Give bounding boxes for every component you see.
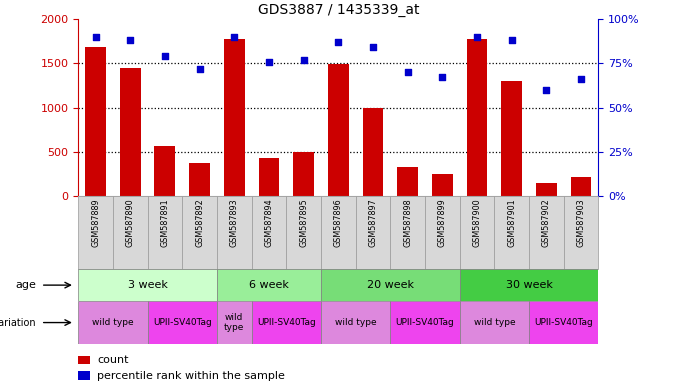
Bar — [252, 196, 286, 269]
Point — [194, 66, 205, 72]
Bar — [189, 163, 210, 196]
Bar — [390, 196, 425, 269]
Bar — [85, 48, 106, 196]
Text: 20 week: 20 week — [367, 280, 414, 290]
Point — [437, 74, 447, 81]
Text: percentile rank within the sample: percentile rank within the sample — [97, 371, 285, 381]
Point — [159, 53, 170, 60]
Bar — [78, 301, 148, 344]
Bar — [460, 196, 494, 269]
Bar — [397, 167, 418, 196]
Bar — [571, 177, 592, 196]
Point — [124, 37, 135, 43]
Bar — [78, 356, 90, 364]
Bar — [217, 301, 252, 344]
Point — [575, 76, 586, 82]
Text: genotype/variation: genotype/variation — [0, 318, 36, 328]
Bar — [78, 196, 113, 269]
Point — [402, 69, 413, 75]
Bar — [494, 196, 529, 269]
Bar — [293, 152, 314, 196]
Text: wild type: wild type — [473, 318, 515, 327]
Point — [298, 57, 309, 63]
Text: GSM587896: GSM587896 — [334, 198, 343, 247]
Bar — [217, 196, 252, 269]
Bar — [529, 196, 564, 269]
Text: GSM587897: GSM587897 — [369, 198, 377, 247]
Bar — [78, 269, 217, 301]
Bar — [466, 39, 488, 196]
Bar — [252, 301, 321, 344]
Text: GSM587894: GSM587894 — [265, 198, 273, 247]
Text: wild type: wild type — [92, 318, 134, 327]
Text: GSM587901: GSM587901 — [507, 198, 516, 247]
Bar — [286, 196, 321, 269]
Point — [541, 87, 551, 93]
Text: GSM587893: GSM587893 — [230, 198, 239, 247]
Point — [506, 37, 517, 43]
Bar — [321, 301, 390, 344]
Text: GSM587898: GSM587898 — [403, 198, 412, 247]
Bar — [148, 196, 182, 269]
Bar — [321, 196, 356, 269]
Text: wild type: wild type — [335, 318, 377, 327]
Bar — [224, 39, 245, 196]
Bar — [182, 196, 217, 269]
Bar — [328, 64, 349, 196]
Bar — [460, 301, 529, 344]
Bar — [148, 301, 217, 344]
Bar — [113, 196, 148, 269]
Text: GSM587890: GSM587890 — [126, 198, 135, 247]
Text: wild
type: wild type — [224, 313, 244, 332]
Bar — [529, 301, 598, 344]
Bar — [460, 269, 598, 301]
Bar — [432, 174, 453, 196]
Bar — [217, 269, 321, 301]
Text: UPII-SV40Tag: UPII-SV40Tag — [396, 318, 454, 327]
Bar — [425, 196, 460, 269]
Text: UPII-SV40Tag: UPII-SV40Tag — [257, 318, 316, 327]
Text: 3 week: 3 week — [128, 280, 167, 290]
Point — [228, 34, 239, 40]
Point — [471, 34, 482, 40]
Text: UPII-SV40Tag: UPII-SV40Tag — [534, 318, 593, 327]
Point — [367, 45, 378, 51]
Text: GSM587902: GSM587902 — [542, 198, 551, 247]
Title: GDS3887 / 1435339_at: GDS3887 / 1435339_at — [258, 3, 419, 17]
Bar — [362, 108, 384, 196]
Text: UPII-SV40Tag: UPII-SV40Tag — [153, 318, 211, 327]
Point — [333, 39, 343, 45]
Bar — [120, 68, 141, 196]
Text: 6 week: 6 week — [249, 280, 289, 290]
Bar — [356, 196, 390, 269]
Text: GSM587889: GSM587889 — [91, 198, 100, 247]
Bar — [321, 269, 460, 301]
Bar — [258, 158, 279, 196]
Bar — [78, 371, 90, 380]
Text: GSM587903: GSM587903 — [577, 198, 585, 247]
Text: count: count — [97, 355, 129, 365]
Bar — [390, 301, 460, 344]
Text: age: age — [15, 280, 36, 290]
Bar — [501, 81, 522, 196]
Bar — [564, 196, 598, 269]
Text: GSM587900: GSM587900 — [473, 198, 481, 247]
Text: GSM587895: GSM587895 — [299, 198, 308, 247]
Bar — [154, 146, 175, 196]
Text: 30 week: 30 week — [506, 280, 552, 290]
Point — [263, 58, 274, 65]
Bar — [536, 184, 557, 196]
Text: GSM587892: GSM587892 — [195, 198, 204, 247]
Text: GSM587891: GSM587891 — [160, 198, 169, 247]
Text: GSM587899: GSM587899 — [438, 198, 447, 247]
Point — [90, 34, 101, 40]
